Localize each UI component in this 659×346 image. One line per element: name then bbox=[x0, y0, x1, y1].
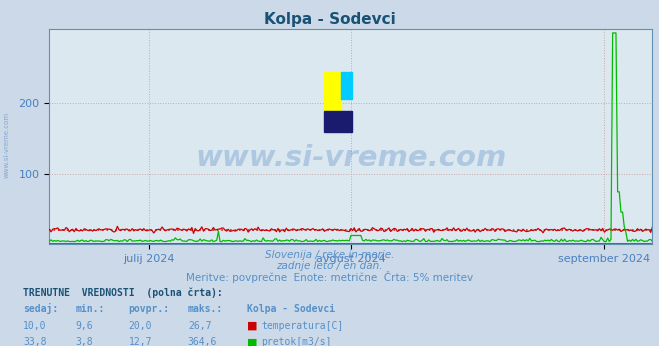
Text: 3,8: 3,8 bbox=[76, 337, 94, 346]
Text: 10,0: 10,0 bbox=[23, 321, 47, 330]
Text: www.si-vreme.com: www.si-vreme.com bbox=[3, 112, 10, 179]
Text: Meritve: povprečne  Enote: metrične  Črta: 5% meritev: Meritve: povprečne Enote: metrične Črta:… bbox=[186, 272, 473, 283]
Bar bbox=[341, 72, 353, 99]
Text: maks.:: maks.: bbox=[188, 304, 223, 314]
Text: ■: ■ bbox=[247, 321, 258, 330]
Bar bbox=[324, 72, 341, 111]
Text: Kolpa - Sodevci: Kolpa - Sodevci bbox=[247, 304, 335, 314]
Text: Slovenija / reke in morje.: Slovenija / reke in morje. bbox=[265, 251, 394, 260]
Text: zadnje leto / en dan.: zadnje leto / en dan. bbox=[276, 262, 383, 271]
Text: TRENUTNE  VREDNOSTI  (polna črta):: TRENUTNE VREDNOSTI (polna črta): bbox=[23, 287, 223, 298]
Text: 20,0: 20,0 bbox=[129, 321, 152, 330]
Text: 364,6: 364,6 bbox=[188, 337, 217, 346]
Text: povpr.:: povpr.: bbox=[129, 304, 169, 314]
Text: www.si-vreme.com: www.si-vreme.com bbox=[195, 144, 507, 172]
Text: temperatura[C]: temperatura[C] bbox=[262, 321, 344, 330]
Text: 9,6: 9,6 bbox=[76, 321, 94, 330]
Text: min.:: min.: bbox=[76, 304, 105, 314]
Text: ■: ■ bbox=[247, 337, 258, 346]
Text: 26,7: 26,7 bbox=[188, 321, 212, 330]
Text: sedaj:: sedaj: bbox=[23, 303, 58, 315]
Text: 33,8: 33,8 bbox=[23, 337, 47, 346]
Text: pretok[m3/s]: pretok[m3/s] bbox=[262, 337, 332, 346]
Text: 12,7: 12,7 bbox=[129, 337, 152, 346]
Bar bbox=[324, 111, 353, 132]
Text: Kolpa - Sodevci: Kolpa - Sodevci bbox=[264, 11, 395, 27]
